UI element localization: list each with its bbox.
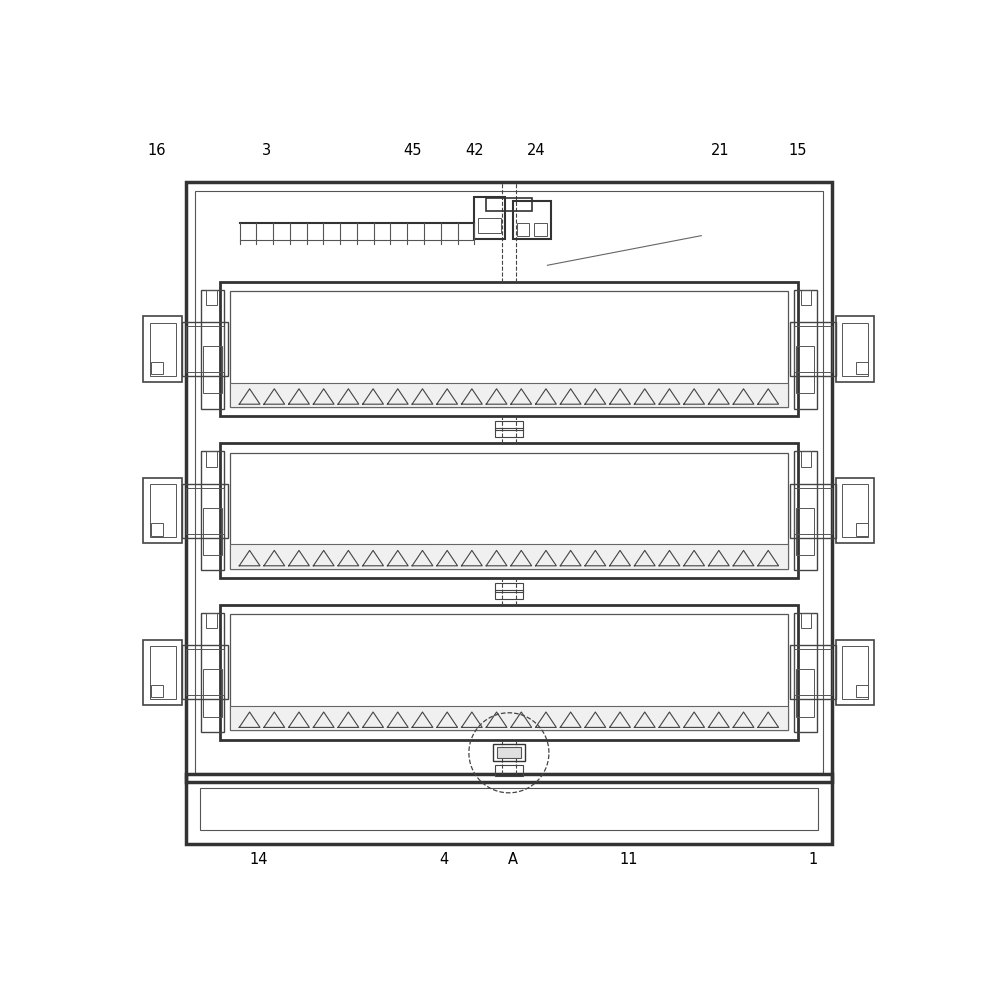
Bar <box>229 383 788 407</box>
Bar <box>836 316 875 382</box>
Bar <box>516 223 529 236</box>
Bar <box>796 346 814 393</box>
Bar <box>186 488 224 534</box>
Text: 15: 15 <box>788 143 806 158</box>
Bar <box>229 291 788 407</box>
Bar <box>836 478 875 543</box>
Text: A: A <box>507 852 517 867</box>
Bar <box>151 685 164 697</box>
Bar <box>789 484 836 538</box>
Bar <box>789 645 836 699</box>
Bar <box>204 669 221 717</box>
Bar <box>143 640 182 705</box>
Bar <box>793 290 816 409</box>
Bar <box>534 223 546 236</box>
Bar <box>486 198 532 211</box>
Bar <box>793 451 816 570</box>
Bar <box>479 218 501 233</box>
Bar <box>496 590 522 599</box>
Bar <box>195 191 823 773</box>
Text: 11: 11 <box>619 852 638 867</box>
Bar <box>220 282 797 416</box>
Bar <box>150 646 176 699</box>
Bar <box>220 443 797 578</box>
Bar <box>836 640 875 705</box>
Bar <box>793 326 832 372</box>
Bar <box>186 182 832 782</box>
Bar <box>200 788 818 830</box>
Text: 45: 45 <box>403 143 422 158</box>
Bar <box>201 290 224 409</box>
Text: 4: 4 <box>439 852 448 867</box>
Bar <box>229 544 788 569</box>
Bar <box>150 323 176 376</box>
Bar <box>800 613 811 628</box>
Bar <box>842 646 868 699</box>
Bar <box>182 322 228 376</box>
Bar <box>793 488 832 534</box>
Bar <box>220 605 797 740</box>
Text: 14: 14 <box>249 852 268 867</box>
Bar <box>229 614 788 730</box>
Bar <box>201 451 224 570</box>
Bar <box>793 613 816 732</box>
Bar <box>143 316 182 382</box>
Bar <box>493 744 525 761</box>
Bar <box>856 523 868 536</box>
Bar <box>150 484 176 537</box>
Bar <box>143 478 182 543</box>
Bar <box>204 508 221 555</box>
Bar <box>796 669 814 717</box>
Bar <box>182 484 228 538</box>
Bar <box>207 451 217 467</box>
Bar <box>800 290 811 305</box>
Bar <box>201 613 224 732</box>
Text: 1: 1 <box>808 852 817 867</box>
Bar <box>186 326 224 372</box>
Bar <box>496 765 522 776</box>
Bar <box>496 583 522 592</box>
Bar <box>207 290 217 305</box>
Text: 42: 42 <box>465 143 484 158</box>
Bar <box>496 747 521 758</box>
Bar <box>151 523 164 536</box>
Text: 21: 21 <box>711 143 730 158</box>
Bar <box>856 362 868 374</box>
Bar <box>229 453 788 569</box>
Bar <box>186 774 832 844</box>
Text: 24: 24 <box>526 143 545 158</box>
Bar <box>496 428 522 437</box>
Bar <box>793 649 832 695</box>
Bar <box>842 323 868 376</box>
Bar <box>204 346 221 393</box>
Bar <box>496 421 522 430</box>
Bar <box>842 484 868 537</box>
Bar <box>789 322 836 376</box>
Bar <box>182 645 228 699</box>
Bar <box>207 613 217 628</box>
Bar <box>229 706 788 730</box>
Bar <box>475 197 505 239</box>
Bar <box>151 362 164 374</box>
Bar <box>186 649 224 695</box>
Text: 16: 16 <box>147 143 166 158</box>
Bar <box>856 685 868 697</box>
Text: 3: 3 <box>262 143 271 158</box>
Bar <box>512 201 551 239</box>
Bar <box>800 451 811 467</box>
Bar <box>796 508 814 555</box>
